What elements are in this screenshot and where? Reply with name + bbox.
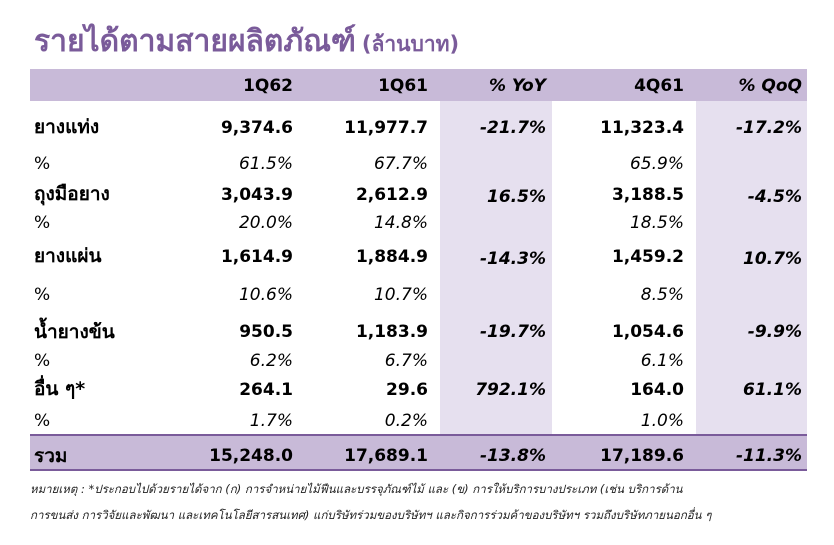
cell-1q61: 11,977.7 [344,118,428,138]
cell-1q62-pct: 61.5% [238,154,293,174]
cell-1q62: 3,043.9 [220,185,293,205]
cell-4q61: 1,054.6 [611,322,684,342]
total-bottom-rule [30,469,807,471]
table-total-bar [30,434,807,471]
qoq-column-shade [696,101,807,434]
cell-1q61-pct: 0.2% [384,411,428,431]
title-unit: (ล้านบาท) [361,32,460,56]
cell-1q62-pct: 1.7% [249,411,293,431]
row-label-pct: % [34,154,51,174]
cell-1q61: 1,884.9 [355,247,428,267]
cell-1q62-pct: 10.6% [238,285,293,305]
cell-1q61: 2,612.9 [355,185,428,205]
cell-qoq: 61.1% [743,380,802,400]
total-1q62: 15,248.0 [209,446,293,466]
header-1q61: 1Q61 [378,76,428,96]
cell-4q61-pct: 1.0% [640,411,684,431]
cell-1q62: 9,374.6 [220,118,293,138]
total-yoy: -13.8% [479,446,546,466]
title-text: รายได้ตามสายผลิตภัณฑ์ [34,24,356,59]
cell-1q61-pct: 10.7% [373,285,428,305]
cell-1q62: 950.5 [239,322,293,342]
yoy-column-shade [440,101,552,434]
cell-4q61-pct: 18.5% [629,213,684,233]
row-label: ถุงมือยาง [34,183,110,205]
cell-yoy: 16.5% [487,187,546,207]
row-label-pct: % [34,285,51,305]
header-yoy: % YoY [488,76,546,96]
cell-yoy: -14.3% [479,249,546,269]
cell-4q61: 3,188.5 [611,185,684,205]
row-label-pct: % [34,351,51,371]
header-4q61: 4Q61 [634,76,684,96]
cell-yoy: 792.1% [475,380,546,400]
cell-4q61: 164.0 [630,380,684,400]
cell-4q61: 11,323.4 [600,118,684,138]
cell-4q61-pct: 6.1% [640,351,684,371]
cell-4q61-pct: 8.5% [640,285,684,305]
footnote-line-1: หมายเหตุ : *ประกอบไปด้วยรายได้จาก (ก) กา… [30,482,683,496]
cell-1q62: 1,614.9 [220,247,293,267]
total-top-rule [30,434,807,436]
row-label-pct: % [34,411,51,431]
cell-1q62-pct: 6.2% [249,351,293,371]
cell-1q61: 29.6 [386,380,428,400]
footnote-line-2: การขนส่ง การวิจัยและพัฒนา และเทคโนโลยีสา… [30,508,712,522]
cell-1q62-pct: 20.0% [238,213,293,233]
cell-qoq: -9.9% [747,322,802,342]
cell-1q61-pct: 14.8% [373,213,428,233]
row-label-pct: % [34,213,51,233]
total-4q61: 17,189.6 [600,446,684,466]
header-qoq: % QoQ [738,76,802,96]
row-label: อื่น ๆ* [34,378,86,400]
cell-4q61: 1,459.2 [611,247,684,267]
cell-1q61: 1,183.9 [355,322,428,342]
cell-qoq: -17.2% [735,118,802,138]
cell-1q61-pct: 67.7% [373,154,428,174]
cell-4q61-pct: 65.9% [629,154,684,174]
row-label: ยางแท่ง [34,116,100,138]
cell-yoy: -21.7% [479,118,546,138]
cell-qoq: 10.7% [743,249,802,269]
page-title: รายได้ตามสายผลิตภัณฑ์ (ล้านบาท) [34,20,459,64]
total-qoq: -11.3% [735,446,802,466]
header-1q62: 1Q62 [243,76,293,96]
row-label: ยางแผ่น [34,245,102,267]
cell-1q62: 264.1 [239,380,293,400]
row-label: น้ำยางข้น [34,321,115,343]
total-1q61: 17,689.1 [344,446,428,466]
cell-qoq: -4.5% [747,187,802,207]
cell-1q61-pct: 6.7% [384,351,428,371]
total-label: รวม [34,445,68,467]
table-header-bar [30,69,807,101]
cell-yoy: -19.7% [479,322,546,342]
